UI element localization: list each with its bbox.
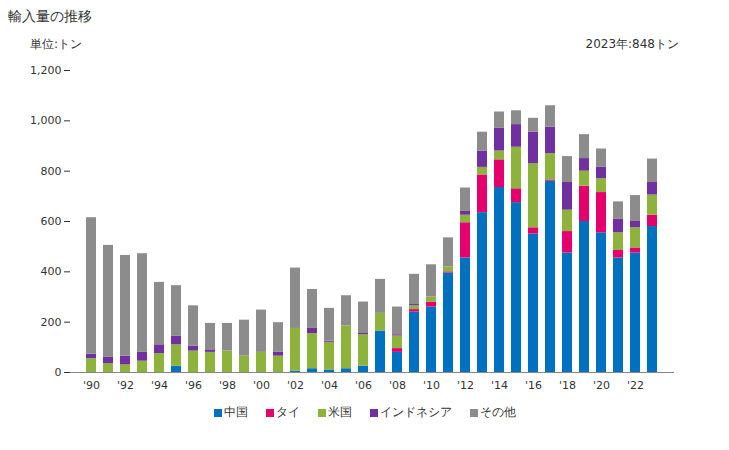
html-text:米国: 米国 — [327, 405, 352, 419]
svg-text:200: 200 — [41, 316, 62, 329]
html-text:インドネシア: インドネシア — [379, 405, 452, 419]
html-text:タイ: タイ — [275, 405, 300, 419]
svg-text:'22: '22 — [627, 379, 644, 392]
svg-text:1,000: 1,000 — [30, 114, 62, 127]
svg-text:'18: '18 — [559, 379, 576, 392]
svg-text:'00: '00 — [253, 379, 270, 392]
html-text:輸入量の推移: 輸入量の推移 — [8, 8, 92, 24]
svg-text:1,200: 1,200 — [30, 64, 62, 77]
svg-text:400: 400 — [41, 265, 62, 278]
svg-text:'16: '16 — [525, 379, 542, 392]
svg-text:'08: '08 — [389, 379, 406, 392]
html-text:2023年:848トン: 2023年:848トン — [585, 37, 679, 51]
svg-text:0: 0 — [55, 366, 62, 379]
svg-text:'20: '20 — [593, 379, 610, 392]
svg-text:'04: '04 — [321, 379, 338, 392]
svg-text:'90: '90 — [83, 379, 100, 392]
svg-text:'14: '14 — [491, 379, 508, 392]
html-text:中国: 中国 — [223, 405, 248, 419]
svg-text:800: 800 — [41, 165, 62, 178]
svg-text:'94: '94 — [151, 379, 168, 392]
svg-text:'92: '92 — [117, 379, 134, 392]
svg-text:'02: '02 — [287, 379, 304, 392]
svg-text:'98: '98 — [219, 379, 236, 392]
html-text:その他: その他 — [479, 405, 516, 419]
svg-text:'12: '12 — [457, 379, 474, 392]
svg-text:'06: '06 — [355, 379, 372, 392]
svg-text:600: 600 — [41, 215, 62, 228]
html-text:単位:トン: 単位:トン — [30, 37, 82, 51]
svg-text:'96: '96 — [185, 379, 202, 392]
svg-text:'10: '10 — [423, 379, 440, 392]
